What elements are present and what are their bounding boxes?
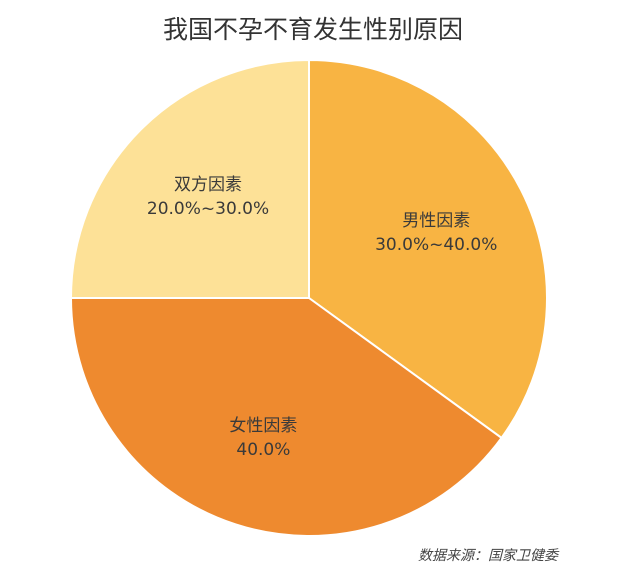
- slice-value: 30.0%~40.0%: [375, 235, 498, 256]
- pie-slice-both: [69, 58, 310, 299]
- chart-title: 我国不孕不育发生性别原因: [162, 15, 463, 44]
- pie-slice-male: [308, 58, 548, 440]
- pie-slice-female: [69, 297, 503, 537]
- slice-name: 双方因素: [174, 175, 243, 196]
- slice-value: 20.0%~30.0%: [146, 199, 270, 220]
- slice-label-both: 双方因素 20.0%~30.0%: [147, 173, 269, 221]
- slice-name: 女性因素: [229, 416, 298, 437]
- source-note: 数据来源：国家卫健委: [418, 548, 558, 564]
- slice-name: 男性因素: [402, 211, 471, 232]
- slice-label-male: 男性因素 30.0%~40.0%: [375, 209, 497, 257]
- slice-label-female: 女性因素 40.0%: [229, 414, 297, 462]
- slice-value: 40.0%: [236, 440, 291, 461]
